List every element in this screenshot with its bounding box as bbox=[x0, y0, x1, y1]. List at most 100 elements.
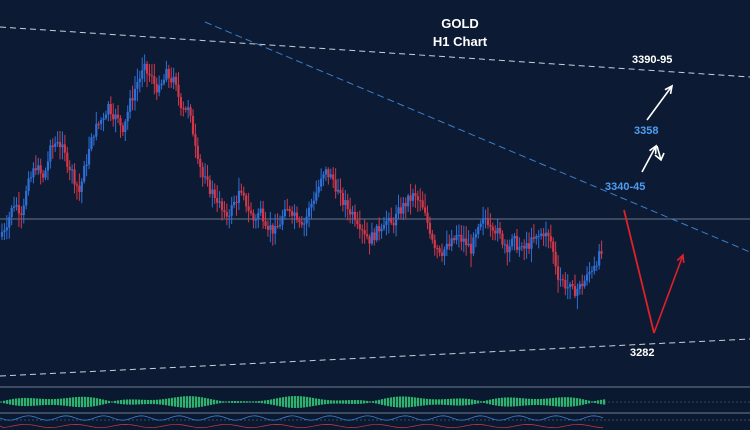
bull-candle bbox=[56, 142, 59, 144]
histogram-bar bbox=[327, 400, 330, 404]
histogram-bar bbox=[240, 401, 243, 403]
bear-candle bbox=[373, 232, 376, 241]
histogram-bar bbox=[120, 399, 123, 405]
histogram-bar bbox=[162, 399, 165, 405]
bull-candle bbox=[61, 144, 64, 148]
bull-candle bbox=[474, 234, 477, 238]
bear-candle bbox=[262, 208, 265, 222]
histogram-bar bbox=[390, 397, 393, 407]
histogram-bar bbox=[99, 398, 102, 406]
histogram-bar bbox=[444, 399, 447, 405]
histogram-bar bbox=[63, 398, 66, 406]
bear-candle bbox=[547, 232, 550, 237]
bear-candle bbox=[145, 63, 149, 74]
bear-candle bbox=[368, 236, 371, 244]
histogram-bar bbox=[267, 399, 270, 405]
projection-down-leg bbox=[623, 209, 655, 334]
bull-candle bbox=[370, 232, 374, 244]
histogram-bar bbox=[339, 400, 342, 404]
bull-candle bbox=[477, 226, 480, 235]
histogram-bar bbox=[177, 396, 180, 408]
histogram-bar bbox=[261, 400, 264, 404]
histogram-bar bbox=[207, 398, 210, 406]
bear-candle bbox=[170, 78, 173, 83]
bull-candle bbox=[129, 98, 132, 112]
histogram-bar bbox=[222, 401, 225, 403]
histogram-bar bbox=[510, 397, 513, 407]
bear-candle bbox=[419, 200, 422, 202]
histogram-bar bbox=[558, 397, 561, 407]
bull-candle bbox=[544, 232, 548, 237]
bull-candle bbox=[336, 189, 340, 192]
bear-candle bbox=[20, 213, 23, 216]
histogram-bar bbox=[600, 399, 603, 405]
bull-candle bbox=[27, 178, 30, 191]
bull-candle bbox=[228, 215, 231, 217]
bull-candle bbox=[83, 166, 86, 182]
bull-candle bbox=[375, 226, 378, 241]
bear-candle bbox=[75, 184, 79, 186]
bull-candle bbox=[590, 270, 594, 273]
histogram-bar bbox=[324, 399, 327, 405]
histogram-bar bbox=[303, 396, 306, 408]
histogram-bar bbox=[315, 398, 318, 406]
histogram-bar bbox=[465, 398, 468, 406]
bull-candle bbox=[520, 246, 523, 248]
histogram-bar bbox=[270, 399, 273, 405]
histogram-bar bbox=[36, 398, 39, 406]
bear-candle bbox=[249, 210, 253, 214]
histogram-bar bbox=[342, 400, 345, 404]
histogram-bar bbox=[48, 399, 51, 405]
bull-candle bbox=[25, 190, 28, 206]
bull-candle bbox=[232, 202, 236, 206]
bear-candle bbox=[295, 212, 299, 221]
histogram-bar bbox=[180, 396, 183, 408]
bear-candle bbox=[341, 193, 344, 206]
bear-candle bbox=[356, 220, 359, 225]
histogram-bar bbox=[525, 398, 528, 406]
pullback-arrow-shaft bbox=[656, 145, 662, 161]
candle-layer bbox=[0, 54, 603, 310]
bull-candle bbox=[281, 216, 284, 225]
bear-candle bbox=[150, 75, 153, 77]
histogram-bar bbox=[255, 401, 258, 403]
histogram-bar bbox=[375, 400, 378, 404]
bull-candle bbox=[143, 63, 146, 71]
bear-candle bbox=[97, 123, 100, 125]
histogram-bar bbox=[60, 398, 63, 406]
bear-candle bbox=[399, 207, 403, 214]
bull-candle bbox=[8, 217, 11, 228]
histogram-bar bbox=[354, 400, 357, 404]
price-level-label: 3390-95 bbox=[632, 54, 672, 66]
histogram-bar bbox=[147, 399, 150, 405]
projection-up-arrow-shaft bbox=[653, 254, 684, 334]
histogram-bar bbox=[189, 396, 192, 408]
histogram-bar bbox=[462, 398, 465, 406]
bull-candle bbox=[10, 207, 13, 218]
histogram-bar bbox=[330, 400, 333, 404]
histogram-bar bbox=[72, 397, 75, 407]
bull-candle bbox=[351, 211, 354, 215]
bear-candle bbox=[358, 224, 361, 230]
bear-candle bbox=[339, 189, 342, 194]
bull-candle bbox=[133, 88, 137, 101]
histogram-bar bbox=[432, 399, 435, 405]
bull-candle bbox=[293, 212, 296, 216]
upside-arrow-shaft bbox=[646, 85, 673, 121]
histogram-bar bbox=[381, 399, 384, 405]
histogram-bar bbox=[249, 401, 252, 403]
bear-candle bbox=[247, 206, 250, 211]
bull-candle bbox=[322, 174, 325, 179]
histogram-bar bbox=[441, 399, 444, 405]
histogram-bar bbox=[192, 396, 195, 408]
histogram-bar bbox=[567, 397, 570, 407]
bear-candle bbox=[549, 236, 552, 242]
histogram-bar bbox=[405, 396, 408, 408]
histogram-bar bbox=[78, 396, 81, 408]
bear-candle bbox=[148, 73, 151, 76]
bull-candle bbox=[344, 200, 347, 206]
histogram-bar bbox=[504, 397, 507, 407]
histogram-bar bbox=[219, 400, 222, 404]
bear-candle bbox=[223, 210, 226, 213]
bear-candle bbox=[63, 144, 66, 153]
